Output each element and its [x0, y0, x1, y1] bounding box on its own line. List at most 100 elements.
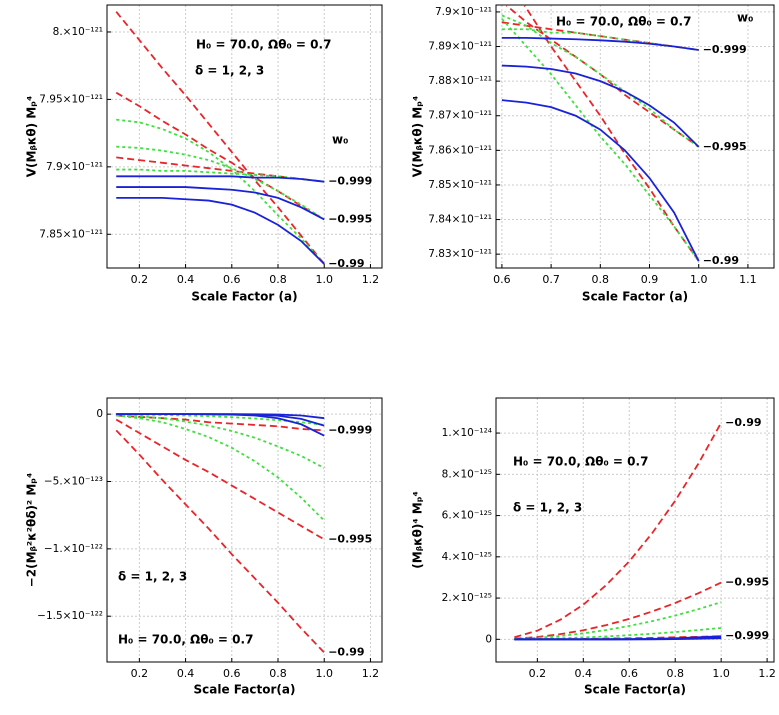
x-tick-label: 1.2 — [362, 273, 380, 286]
y-tick-label: 7.84×10⁻¹²¹ — [428, 214, 492, 226]
x-axis-label: Scale Factor (a) — [191, 290, 297, 304]
curve-label: −0.99 — [703, 254, 739, 267]
series-line — [501, 64, 700, 148]
y-tick-label: 2.×10⁻¹²⁵ — [442, 592, 492, 604]
series-line — [514, 422, 722, 639]
y-tick-label: 1.×10⁻¹²⁴ — [442, 427, 492, 439]
series-line — [116, 414, 325, 432]
series-line — [501, 28, 699, 51]
x-tick-label: 0.4 — [575, 667, 593, 680]
series-group — [514, 422, 722, 641]
series-line — [514, 635, 722, 641]
x-axis-label: Scale Factor(a) — [584, 683, 686, 697]
x-tick-label: 0.8 — [269, 273, 287, 286]
curve-label: −0.999 — [328, 175, 372, 188]
x-tick-label: 0.9 — [641, 273, 659, 286]
x-tick-label: 0.2 — [529, 667, 547, 680]
y-tick-label: 0 — [96, 408, 103, 420]
x-tick-label: 1.0 — [315, 273, 333, 286]
y-tick-label: 7.86×10⁻¹²¹ — [428, 144, 492, 156]
series-line — [522, 5, 700, 262]
x-tick-label: 0.6 — [223, 273, 241, 286]
x-tick-label: 0.8 — [592, 273, 610, 286]
series-line — [116, 175, 325, 183]
x-tick-label: 0.8 — [269, 667, 287, 680]
y-tick-label: 7.83×10⁻¹²¹ — [428, 248, 492, 260]
panel: 0.2 0.4 0.6 0.8 1.0 1.2 0 2.×10⁻¹²⁵ 4.×10⁻¹²⁵ 6.×… — [411, 397, 776, 697]
y-tick-label: −1.5×10⁻¹²² — [37, 610, 103, 622]
x-axis-label: Scale Factor(a) — [194, 683, 296, 697]
annotation: H₀ = 70.0, Ωθ₀ = 0.7 — [556, 15, 691, 29]
y-tick-label: 7.88×10⁻¹²¹ — [428, 75, 492, 87]
panel: 0.2 0.4 0.6 0.8 1.0 1.2 7.85×10⁻¹²¹ 7.9×10⁻¹²¹ 7… — [25, 4, 383, 304]
x-tick-label: 0.2 — [131, 667, 149, 680]
panel: 0.2 0.4 0.6 0.8 1.0 1.20−5.×10⁻¹²³−1.×10⁻¹²²−… — [25, 397, 383, 697]
y-tick-label: 7.9×10⁻¹²¹ — [435, 6, 492, 18]
x-tick-label: 1.0 — [690, 273, 708, 286]
y-axis-label: V(Mᵦκθ) Mₚ⁴ — [25, 96, 39, 178]
y-tick-label: 8.×10⁻¹²⁵ — [442, 468, 492, 480]
annotation: w₀ — [737, 11, 753, 25]
y-tick-label: −1.×10⁻¹²² — [44, 543, 103, 555]
x-tick-label: 0.8 — [666, 667, 684, 680]
annotation: δ = 1, 2, 3 — [118, 570, 187, 584]
y-tick-label: 7.87×10⁻¹²¹ — [428, 110, 492, 122]
series-line — [115, 429, 325, 654]
curve-label: −0.99 — [328, 646, 364, 659]
series-group — [115, 413, 325, 654]
x-tick-label: 0.4 — [177, 273, 195, 286]
series-line — [116, 118, 325, 265]
x-tick-label: 1.0 — [712, 667, 730, 680]
series-group — [501, 5, 700, 262]
series-line — [501, 18, 700, 262]
annotation: H₀ = 70.0, Ωθ₀ = 0.7 — [118, 633, 253, 647]
y-tick-label: 6.×10⁻¹²⁵ — [442, 510, 492, 522]
annotation: δ = 1, 2, 3 — [513, 501, 582, 515]
series-line — [501, 99, 700, 262]
y-tick-label: −5.×10⁻¹²³ — [44, 476, 103, 488]
series-line — [116, 414, 325, 522]
annotation: δ = 1, 2, 3 — [195, 64, 264, 78]
curve-label: −0.995 — [328, 212, 372, 225]
x-tick-label: 0.6 — [223, 667, 241, 680]
x-tick-label: 1.2 — [362, 667, 380, 680]
x-tick-label: 1.0 — [315, 667, 333, 680]
plot-frame — [495, 4, 775, 269]
y-tick-label: 7.9×10⁻¹²¹ — [46, 161, 103, 173]
y-axis-label: (Mᵦκθ)⁴ Mₚ⁴ — [411, 491, 425, 568]
series-line — [116, 413, 325, 426]
y-axis-label: −2(Mᵦ²κ²θδ)² Mₚ⁴ — [25, 473, 39, 588]
series-line — [514, 581, 722, 640]
plot-frame — [106, 397, 383, 663]
y-axis-label: V(Mᵦκθ) Mₚ⁴ — [411, 96, 425, 178]
curve-label: −0.999 — [703, 43, 747, 56]
series-line — [115, 91, 325, 221]
series-line — [116, 186, 325, 221]
series-line — [116, 145, 325, 221]
annotation: H₀ = 70.0, Ωθ₀ = 0.7 — [513, 455, 648, 469]
curve-label: −0.99 — [725, 416, 761, 429]
y-tick-label: 8.×10⁻¹²¹ — [53, 26, 103, 38]
series-line — [514, 627, 722, 641]
y-tick-label: 7.89×10⁻¹²¹ — [428, 41, 492, 53]
y-tick-label: 0 — [485, 633, 492, 645]
y-tick-label: 4.×10⁻¹²⁵ — [442, 551, 492, 563]
panel: 0.6 0.7 0.8 0.9 1.0 1.1 7.83×10⁻¹²¹ 7.84×10⁻¹²¹… — [411, 4, 775, 304]
series-line — [514, 601, 722, 640]
x-tick-label: 0.2 — [131, 273, 149, 286]
series-line — [116, 168, 325, 183]
y-tick-label: 7.85×10⁻¹²¹ — [428, 179, 492, 191]
series-line — [116, 156, 325, 183]
x-tick-label: 0.6 — [493, 273, 511, 286]
x-tick-label: 0.7 — [542, 273, 560, 286]
annotation: H₀ = 70.0, Ωθ₀ = 0.7 — [196, 38, 331, 52]
x-tick-label: 0.6 — [621, 667, 639, 680]
series-line — [501, 36, 699, 51]
y-tick-label: 7.85×10⁻¹²¹ — [39, 228, 103, 240]
plot-frame — [495, 397, 775, 663]
series-line — [115, 418, 325, 541]
x-tick-label: 1.2 — [758, 667, 776, 680]
series-group — [115, 11, 325, 265]
